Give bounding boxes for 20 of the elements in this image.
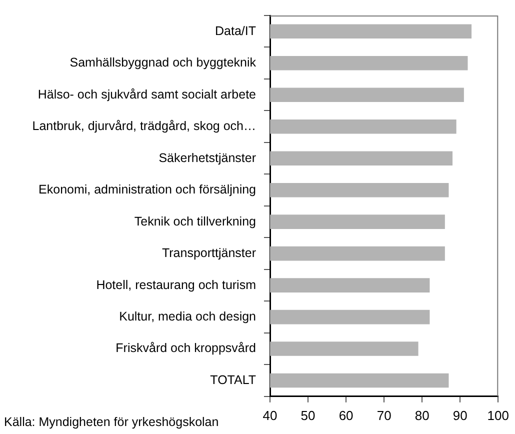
y-tick-label: Lantbruk, djurvård, trädgård, skog och…	[32, 119, 256, 134]
y-tick-label: Säkerhetstjänster	[158, 150, 256, 165]
y-tick-label: Friskvård och kroppsvård	[116, 341, 256, 356]
text: Källa: Myndigheten för yrkeshögskolan	[4, 415, 219, 429]
y-tick-label: Ekonomi, administration och försäljning	[38, 182, 256, 197]
x-tick-label: 50	[300, 408, 316, 423]
y-tick-label: Kultur, media och design	[119, 310, 256, 324]
y-tick-label: Data/IT	[215, 24, 256, 38]
y-tick-label: Teknik och tillverkning	[134, 214, 256, 228]
x-tick-label: 70	[376, 408, 392, 423]
x-tick-label: 100	[487, 408, 510, 423]
y-tick-label: Hälso- och sjukvård samt socialt arbete	[38, 87, 256, 102]
y-tick-label: TOTALT	[210, 372, 256, 387]
x-tick-label: 80	[414, 408, 430, 423]
x-tick-label: 90	[452, 408, 468, 423]
x-tick-label: 40	[262, 408, 278, 423]
y-tick-label: Transporttjänster	[162, 246, 256, 260]
x-tick-label: 60	[338, 408, 354, 423]
y-tick-label: Samhällsbyggnad och byggteknik	[70, 56, 257, 70]
y-tick-label: Hotell, restaurang och turism	[96, 278, 256, 292]
